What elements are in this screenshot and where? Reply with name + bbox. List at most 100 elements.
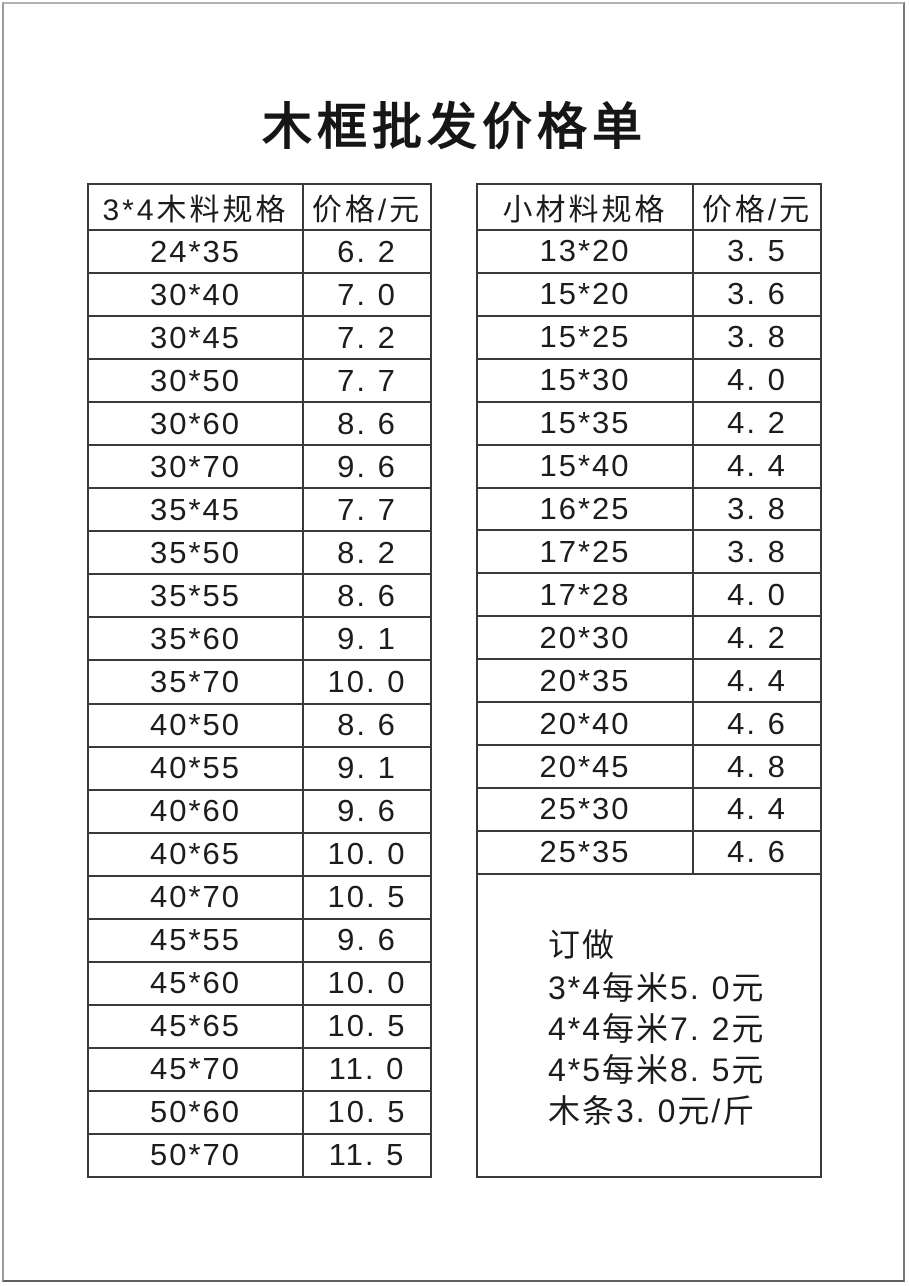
page-title: 木框批发价格单 xyxy=(262,99,647,155)
spec-cell: 40*70 xyxy=(89,875,304,920)
price-cell: 11. 5 xyxy=(328,1137,406,1173)
table-row: 25*35 4. 6 xyxy=(478,830,820,876)
table-row: 20*30 4. 2 xyxy=(478,616,820,661)
note-line: 订做 xyxy=(548,927,617,963)
spec-cell: 30*60 xyxy=(89,402,304,447)
price-cell: 10. 0 xyxy=(303,660,430,705)
spec-cell: 45*70 xyxy=(89,1047,304,1092)
spec-cell: 15*20 xyxy=(478,272,694,317)
spec-cell: 45*65 xyxy=(89,1004,304,1049)
table-row: 35*45 7. 7 xyxy=(89,488,430,533)
spec-cell: 30*45 xyxy=(89,316,304,361)
wood-material-table: 3*4木料规格 价格/元 24*35 6. 2 30*40 7. 0 30*45 7. 2… xyxy=(89,185,430,1176)
spec-cell: 40*55 xyxy=(89,746,304,791)
table-row: 35*55 8. 6 xyxy=(89,574,430,619)
table-row: 45*65 10. 5 xyxy=(89,1004,430,1049)
spec-cell: 35*60 xyxy=(89,617,304,662)
small-spec-column-header: 小材料规格 xyxy=(478,185,694,231)
table-row: 45*60 10. 0 xyxy=(89,961,430,1006)
price-cell: 4. 2 xyxy=(693,401,820,446)
spec-cell: 40*50 xyxy=(89,703,304,748)
price-cell: 4. 4 xyxy=(693,444,820,489)
spec-cell: 40*60 xyxy=(89,789,304,834)
price-cell: 10. 5 xyxy=(303,875,430,920)
note-line: 木条3. 0元/斤 xyxy=(548,1093,757,1129)
price-cell: 3. 8 xyxy=(693,487,820,532)
small-material-price-table: 小材料规格 价格/元 13*20 3. 5 15*20 3. 6 15*25 3. 8 15… xyxy=(476,183,822,1178)
note-line: 4*4每米7. 2元 xyxy=(548,1011,766,1047)
table-row: 35*70 10. 0 xyxy=(89,660,430,705)
spec-cell: 13*20 xyxy=(478,230,694,274)
table-row: 20*45 4. 8 xyxy=(478,745,820,789)
spec-cell: 50*70 xyxy=(89,1133,304,1176)
spec-cell: 35*45 xyxy=(89,488,304,533)
spec-cell: 15*40 xyxy=(478,444,694,489)
table-row: 40*55 9. 1 xyxy=(89,746,430,791)
table-row: 40*70 10. 5 xyxy=(89,875,430,920)
spec-cell: 30*40 xyxy=(89,273,304,318)
table-row: 40*65 10. 0 xyxy=(89,832,430,877)
spec-cell: 24*35 xyxy=(89,230,304,275)
table-row: 17*28 4. 0 xyxy=(478,573,820,618)
note-line: 3*4每米5. 0元 xyxy=(548,970,766,1006)
spec-cell: 20*35 xyxy=(478,659,694,704)
price-cell: 3. 8 xyxy=(693,530,820,575)
price-cell: 8. 6 xyxy=(303,574,430,619)
table-row: 40*50 8. 6 xyxy=(89,703,430,748)
table-row: 50*60 10. 5 xyxy=(89,1090,430,1135)
price-cell: 10. 5 xyxy=(303,1090,430,1135)
table-row: 15*30 4. 0 xyxy=(478,358,820,403)
spec-cell: 15*30 xyxy=(478,358,694,403)
table-row: 15*25 3. 8 xyxy=(478,315,820,360)
table-row: 17*25 3. 8 xyxy=(478,530,820,575)
price-cell: 9. 1 xyxy=(303,746,430,791)
table-row: 30*70 9. 6 xyxy=(89,445,430,490)
price-cell: 3. 6 xyxy=(693,272,820,317)
spec-cell: 17*28 xyxy=(478,573,694,618)
price-cell: 8. 6 xyxy=(303,402,430,447)
price-cell: 7. 0 xyxy=(303,273,430,318)
spec-cell: 15*25 xyxy=(478,315,694,360)
table-row: 35*50 8. 2 xyxy=(89,531,430,576)
note-line: 4*5每米8. 5元 xyxy=(548,1052,766,1088)
spec-cell: 45*55 xyxy=(89,918,304,963)
spec-cell: 20*30 xyxy=(478,616,694,661)
spec-cell: 35*50 xyxy=(89,531,304,576)
price-cell: 4. 0 xyxy=(693,573,820,618)
small-material-table: 小材料规格 价格/元 13*20 3. 5 15*20 3. 6 15*25 3. 8 15… xyxy=(478,185,820,876)
table-row: 20*35 4. 4 xyxy=(478,659,820,704)
price-cell: 6. 2 xyxy=(303,230,430,275)
price-cell: 10. 0 xyxy=(303,961,430,1006)
price-cell: 4. 2 xyxy=(693,616,820,661)
price-cell: 4. 6 xyxy=(693,702,820,747)
price-cell: 11. 0 xyxy=(303,1047,430,1092)
price-cell: 7. 2 xyxy=(303,316,430,361)
wood-material-price-table: 3*4木料规格 价格/元 24*35 6. 2 30*40 7. 0 30*45 7. 2… xyxy=(87,183,432,1178)
spec-cell: 30*70 xyxy=(89,445,304,490)
table-header-row: 3*4木料规格 价格/元 xyxy=(89,185,430,231)
price-cell: 9. 6 xyxy=(303,445,430,490)
table-row: 25*30 4. 4 xyxy=(478,787,820,832)
table-row: 13*20 3. 5 xyxy=(478,230,820,274)
table-row: 24*35 6. 2 xyxy=(89,230,430,275)
spec-cell: 25*35 xyxy=(478,830,694,876)
price-cell: 3. 5 xyxy=(693,230,820,274)
table-row: 15*20 3. 6 xyxy=(478,272,820,317)
spec-cell: 20*45 xyxy=(478,745,694,789)
table-row: 40*60 9. 6 xyxy=(89,789,430,834)
price-cell: 4. 0 xyxy=(693,358,820,403)
table-row: 45*55 9. 6 xyxy=(89,918,430,963)
price-cell: 7. 7 xyxy=(303,359,430,404)
price-cell: 4. 8 xyxy=(693,745,820,789)
table-row: 16*25 3. 8 xyxy=(478,487,820,532)
spec-cell: 20*40 xyxy=(478,702,694,747)
wood-spec-column-header: 3*4木料规格 xyxy=(89,185,304,231)
price-cell: 10. 0 xyxy=(303,832,430,877)
price-cell: 4. 4 xyxy=(693,659,820,704)
table-row: 45*70 11. 0 xyxy=(89,1047,430,1092)
custom-order-note: 订做 3*4每米5. 0元 4*4每米7. 2元 4*5每米8. 5元 木条3. 0元/… xyxy=(478,875,820,1132)
table-header-row: 小材料规格 价格/元 xyxy=(478,185,820,231)
spec-cell: 35*70 xyxy=(89,660,304,705)
price-cell: 9. 1 xyxy=(303,617,430,662)
small-price-column-header: 价格/元 xyxy=(693,185,820,231)
